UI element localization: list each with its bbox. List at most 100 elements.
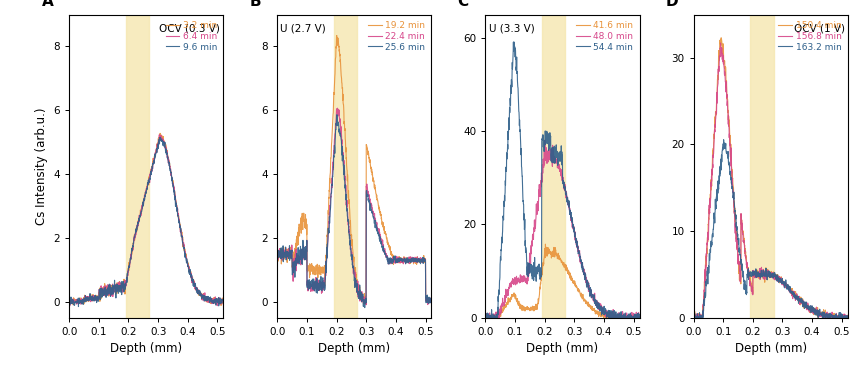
22.4 min bbox=[366, 201, 376, 206]
9.6 min bbox=[218, 298, 228, 303]
Text: OCV (0.3 V): OCV (0.3 V) bbox=[159, 24, 221, 34]
6.4 min bbox=[74, 299, 84, 303]
25.6 min bbox=[282, 254, 292, 258]
Legend: 150.4 min, 156.8 min, 163.2 min: 150.4 min, 156.8 min, 163.2 min bbox=[777, 19, 843, 53]
54.4 min bbox=[613, 315, 624, 320]
48.0 min bbox=[598, 305, 608, 309]
48.0 min bbox=[634, 315, 644, 320]
41.6 min bbox=[634, 315, 644, 320]
163.2 min bbox=[689, 314, 699, 318]
6.4 min bbox=[197, 298, 208, 302]
25.6 min bbox=[272, 252, 283, 256]
X-axis label: Depth (mm): Depth (mm) bbox=[527, 342, 599, 355]
19.2 min bbox=[331, 33, 342, 38]
6.4 min bbox=[154, 139, 164, 144]
150.4 min bbox=[805, 307, 816, 311]
163.2 min bbox=[805, 310, 816, 315]
X-axis label: Depth (mm): Depth (mm) bbox=[110, 342, 183, 355]
X-axis label: Depth (mm): Depth (mm) bbox=[318, 342, 390, 355]
9.6 min bbox=[74, 299, 84, 303]
Line: 48.0 min: 48.0 min bbox=[485, 140, 639, 318]
54.4 min bbox=[490, 315, 500, 319]
25.6 min bbox=[389, 256, 400, 260]
Line: 6.4 min: 6.4 min bbox=[69, 135, 223, 306]
Text: B: B bbox=[250, 0, 261, 8]
163.2 min bbox=[787, 290, 798, 295]
Line: 3.2 min: 3.2 min bbox=[69, 133, 223, 306]
25.6 min bbox=[371, 224, 381, 228]
6.4 min bbox=[64, 297, 74, 301]
Legend: 3.2 min, 6.4 min, 9.6 min: 3.2 min, 6.4 min, 9.6 min bbox=[163, 19, 219, 53]
3.2 min bbox=[155, 131, 165, 135]
Text: OCV (1 V): OCV (1 V) bbox=[793, 24, 844, 34]
48.0 min bbox=[579, 272, 589, 276]
3.2 min bbox=[181, 252, 191, 256]
163.2 min bbox=[822, 314, 832, 318]
48.0 min bbox=[613, 311, 624, 315]
156.8 min bbox=[805, 308, 816, 313]
150.4 min bbox=[843, 313, 853, 318]
156.8 min bbox=[778, 282, 789, 286]
150.4 min bbox=[716, 36, 727, 40]
156.8 min bbox=[715, 41, 726, 45]
Text: C: C bbox=[458, 0, 469, 8]
Line: 150.4 min: 150.4 min bbox=[694, 38, 848, 318]
Bar bbox=[125, 15, 150, 318]
163.2 min bbox=[719, 138, 729, 142]
19.2 min bbox=[366, 169, 376, 173]
9.6 min bbox=[163, 154, 173, 159]
163.2 min bbox=[778, 280, 789, 284]
163.2 min bbox=[698, 308, 708, 312]
6.4 min bbox=[158, 137, 169, 142]
6.4 min bbox=[163, 155, 173, 159]
54.4 min bbox=[480, 315, 490, 320]
9.6 min bbox=[182, 261, 192, 265]
9.6 min bbox=[197, 295, 208, 299]
Legend: 19.2 min, 22.4 min, 25.6 min: 19.2 min, 22.4 min, 25.6 min bbox=[366, 19, 427, 53]
Text: U (3.3 V): U (3.3 V) bbox=[489, 24, 535, 34]
Line: 25.6 min: 25.6 min bbox=[278, 115, 432, 308]
150.4 min bbox=[698, 304, 708, 308]
41.6 min bbox=[570, 284, 580, 288]
41.6 min bbox=[480, 315, 490, 320]
9.6 min bbox=[155, 135, 165, 139]
Bar bbox=[750, 15, 773, 318]
54.4 min bbox=[579, 272, 589, 277]
25.6 min bbox=[405, 258, 415, 262]
19.2 min bbox=[272, 249, 283, 253]
22.4 min bbox=[282, 256, 292, 261]
3.2 min bbox=[153, 139, 163, 143]
9.6 min bbox=[64, 299, 74, 303]
Bar bbox=[334, 15, 357, 318]
25.6 min bbox=[426, 298, 437, 302]
3.2 min bbox=[64, 297, 74, 301]
3.2 min bbox=[218, 299, 228, 303]
Line: 41.6 min: 41.6 min bbox=[485, 244, 639, 318]
19.2 min bbox=[361, 301, 371, 306]
48.0 min bbox=[570, 238, 580, 242]
22.4 min bbox=[272, 252, 283, 256]
3.2 min bbox=[197, 294, 208, 299]
22.4 min bbox=[371, 220, 381, 224]
48.0 min bbox=[574, 254, 585, 259]
19.2 min bbox=[282, 247, 292, 251]
41.6 min bbox=[490, 315, 500, 320]
25.6 min bbox=[362, 193, 373, 198]
22.4 min bbox=[389, 261, 400, 265]
Line: 22.4 min: 22.4 min bbox=[278, 108, 432, 305]
Text: A: A bbox=[42, 0, 54, 8]
Y-axis label: Cs Intensity (arb.u.): Cs Intensity (arb.u.) bbox=[35, 107, 48, 225]
41.6 min bbox=[613, 315, 624, 320]
9.6 min bbox=[154, 139, 164, 143]
150.4 min bbox=[778, 281, 789, 285]
150.4 min bbox=[821, 314, 831, 319]
48.0 min bbox=[480, 315, 490, 320]
3.2 min bbox=[74, 300, 84, 304]
54.4 min bbox=[574, 250, 585, 255]
22.4 min bbox=[332, 106, 343, 110]
25.6 min bbox=[360, 306, 370, 310]
19.2 min bbox=[426, 298, 437, 302]
54.4 min bbox=[634, 315, 644, 320]
150.4 min bbox=[787, 291, 798, 295]
6.4 min bbox=[154, 132, 164, 137]
